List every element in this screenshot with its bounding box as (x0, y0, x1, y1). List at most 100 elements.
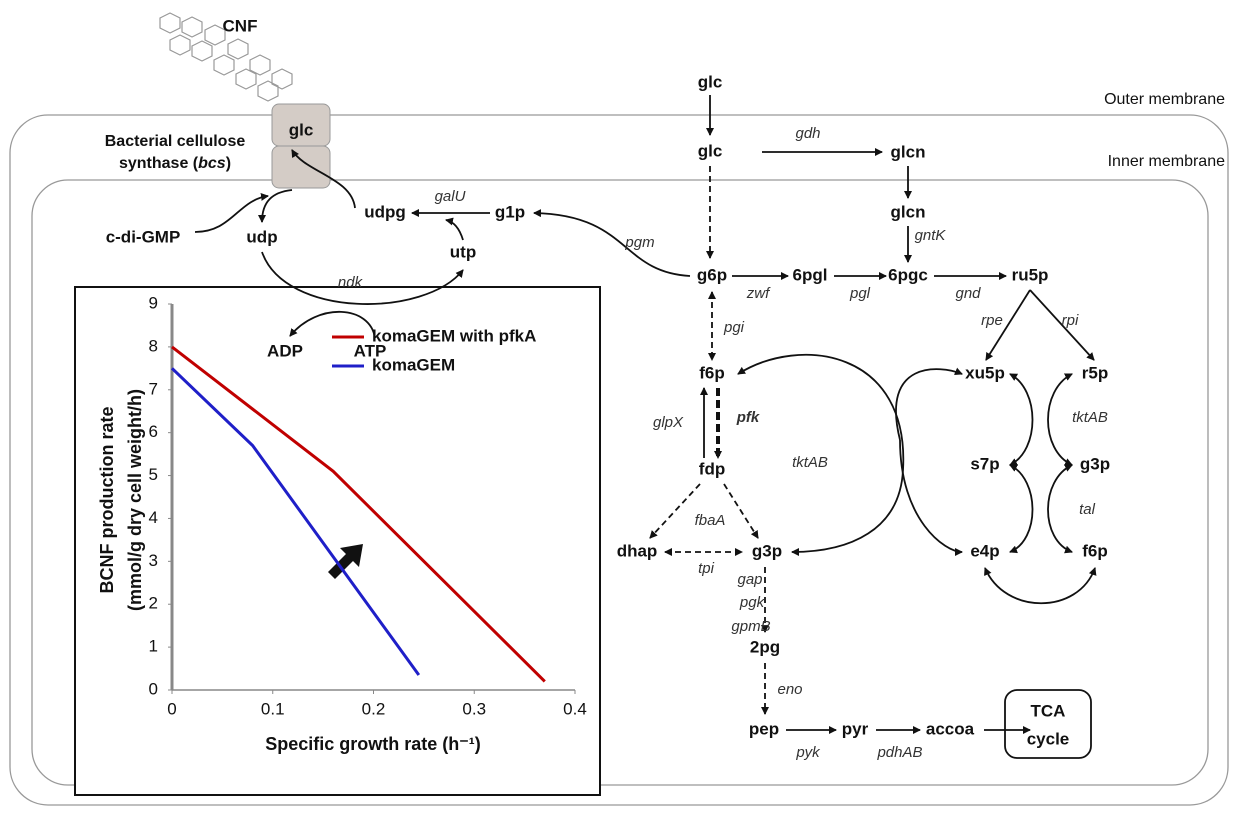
enzyme: glpX (653, 414, 684, 431)
enzyme: pfk (736, 409, 760, 426)
reaction-arrow (737, 353, 905, 471)
metabolite: g3p (752, 541, 782, 560)
reaction-arrow (1029, 289, 1095, 361)
enzyme: eno (777, 681, 802, 698)
metabolite: 6pgl (793, 265, 828, 284)
reaction-arrow (723, 483, 759, 539)
y-tick-label: 8 (149, 336, 158, 355)
bcs-text: synthase ( (119, 155, 199, 172)
metabolite: pep (749, 719, 779, 738)
enzyme: pgk (739, 594, 766, 611)
enzyme: pgl (849, 285, 871, 302)
metabolite: g6p (697, 265, 727, 284)
bcs-label: Bacterial cellulose (105, 133, 246, 150)
inner-membrane (31, 179, 1209, 786)
metabolite: ru5p (1012, 265, 1049, 284)
reaction-arrow (1047, 373, 1073, 466)
metabolite: glc (698, 72, 723, 91)
enzyme: pdhAB (876, 744, 922, 761)
tca-label: TCA (1031, 701, 1066, 720)
enzyme: gntK (915, 227, 947, 244)
metabolite: g3p (1080, 454, 1110, 473)
x-tick-label: 0.1 (261, 699, 285, 718)
y-tick-label: 2 (149, 594, 158, 613)
bcs-text: ) (226, 155, 231, 172)
enzyme: pgi (723, 319, 745, 336)
enzyme: ndk (338, 274, 364, 291)
shift-arrow (328, 544, 363, 579)
y-tick-label: 1 (149, 637, 158, 656)
reaction-arrow (261, 251, 464, 305)
y-tick-label: 0 (149, 679, 158, 698)
metabolite: pyr (842, 719, 869, 738)
metabolite: glc (698, 141, 723, 160)
y-tick-label: 3 (149, 551, 158, 570)
reaction-arrow (791, 469, 904, 556)
y-tick-label: 5 (149, 465, 158, 484)
x-tick-label: 0 (167, 699, 176, 718)
reaction-arrow (985, 289, 1031, 361)
metabolite: udp (246, 227, 277, 246)
enzyme: gap (737, 571, 762, 588)
reaction-arrow (445, 217, 464, 241)
metabolite: utp (450, 242, 476, 261)
x-tick-label: 0.4 (563, 699, 587, 718)
metabolite: f6p (699, 363, 725, 382)
reaction-arrow (533, 209, 691, 277)
metabolite: dhap (617, 541, 658, 560)
enzyme: fbaA (695, 512, 726, 529)
bcs-inner (271, 145, 331, 189)
metabolite: xu5p (965, 363, 1005, 382)
metabolite: accoa (926, 719, 975, 738)
enzyme: rpi (1062, 312, 1079, 329)
enzyme: tpi (698, 560, 715, 577)
legend-label: komaGEM with pfkA (372, 326, 536, 345)
reaction-arrow (899, 439, 963, 556)
enzyme: tktAB (792, 454, 828, 471)
reaction-arrow (1009, 464, 1034, 554)
metabolite: e4p (970, 541, 999, 560)
series-line (170, 367, 421, 676)
metabolite: s7p (970, 454, 999, 473)
enzyme: gnd (955, 285, 981, 302)
reaction-arrow (649, 483, 701, 539)
tca-box (1004, 689, 1092, 759)
legend-label: komaGEM (372, 355, 455, 374)
x-tick-label: 0.2 (362, 699, 386, 718)
enzyme: zwf (746, 285, 771, 302)
y-tick-label: 4 (149, 508, 158, 527)
y-tick-label: 6 (149, 422, 158, 441)
enzyme: pyk (795, 744, 821, 761)
reaction-arrow (1047, 464, 1073, 554)
reaction-arrow (258, 189, 293, 223)
enzyme: galU (435, 188, 466, 205)
reaction-arrow (895, 367, 963, 441)
metabolite: glc (289, 120, 314, 139)
cnf-label: CNF (223, 16, 258, 35)
y-axis-label: BCNF production rate (97, 407, 117, 594)
enzyme: tal (1079, 501, 1096, 518)
reaction-arrow (194, 192, 269, 233)
metabolite: r5p (1082, 363, 1108, 382)
metabolite: 6pgc (888, 265, 928, 284)
outer-membrane-label: Outer membrane (1104, 91, 1225, 108)
enzyme: gpmB (731, 618, 770, 635)
inner-membrane-label: Inner membrane (1108, 153, 1225, 170)
cellulose-fibers (159, 12, 293, 102)
metabolite: glcn (891, 202, 926, 221)
metabolite: c-di-GMP (106, 227, 181, 246)
y-axis-label: (mmol/g dry cell weight/h) (125, 389, 145, 611)
tca-label: cycle (1027, 729, 1070, 748)
reaction-arrow (984, 567, 1097, 605)
reaction-arrow (289, 310, 376, 339)
outer-membrane (9, 114, 1229, 806)
metabolite: ATP (354, 341, 387, 360)
metabolite: udpg (364, 202, 406, 221)
x-axis-label: Specific growth rate (h⁻¹) (265, 734, 481, 754)
enzyme: pgm (624, 234, 654, 251)
enzyme: rpe (981, 312, 1003, 329)
bcs-label: synthase (bcs) (119, 155, 231, 172)
reaction-arrow (1009, 373, 1034, 466)
series-line (171, 345, 546, 683)
y-tick-label: 9 (149, 293, 158, 312)
